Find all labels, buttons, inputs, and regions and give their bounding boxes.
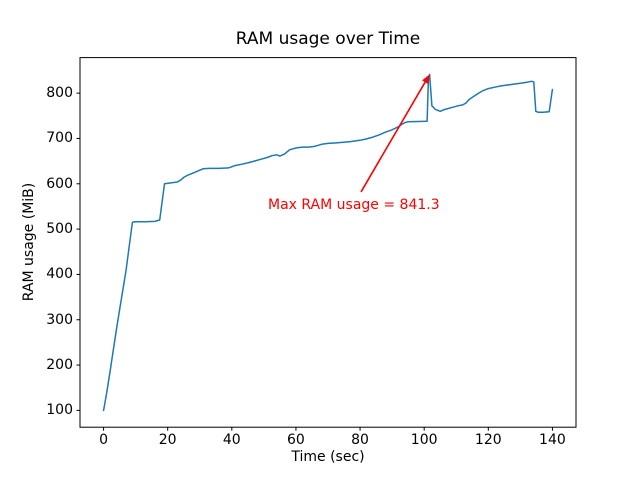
y-tick-label: 100 [46, 402, 73, 419]
y-tick-label: 300 [46, 311, 73, 328]
y-tick-label: 700 [46, 130, 73, 147]
x-axis-ticks [103, 427, 553, 431]
axes-spines [79, 57, 577, 428]
arrow-head [422, 74, 430, 84]
x-tick-label: 60 [287, 432, 305, 448]
x-tick-label: 100 [410, 432, 438, 448]
y-tick-label: 800 [46, 85, 73, 102]
chart-title: RAM usage over Time [235, 29, 421, 49]
x-tick-label: 40 [222, 432, 241, 448]
max-ram-annotation: Max RAM usage = 841.3 [268, 197, 440, 213]
axes-frame [79, 57, 577, 428]
y-tick-label: 600 [46, 175, 73, 192]
x-tick-label: 80 [351, 432, 369, 448]
annotation-arrow [360, 74, 430, 193]
x-tick-label: 120 [474, 432, 502, 448]
arrow-shaft [360, 81, 426, 193]
ram-usage-line [102, 73, 554, 412]
x-tick-label: 20 [158, 432, 177, 448]
y-tick-label: 400 [46, 266, 73, 283]
y-axis-ticks [76, 92, 80, 411]
x-tick-label: 140 [539, 432, 566, 448]
y-tick-label: 500 [46, 221, 73, 238]
x-tick-label: 0 [99, 432, 109, 448]
y-tick-label: 200 [46, 357, 73, 374]
x-axis-label: Time (sec) [291, 449, 365, 465]
